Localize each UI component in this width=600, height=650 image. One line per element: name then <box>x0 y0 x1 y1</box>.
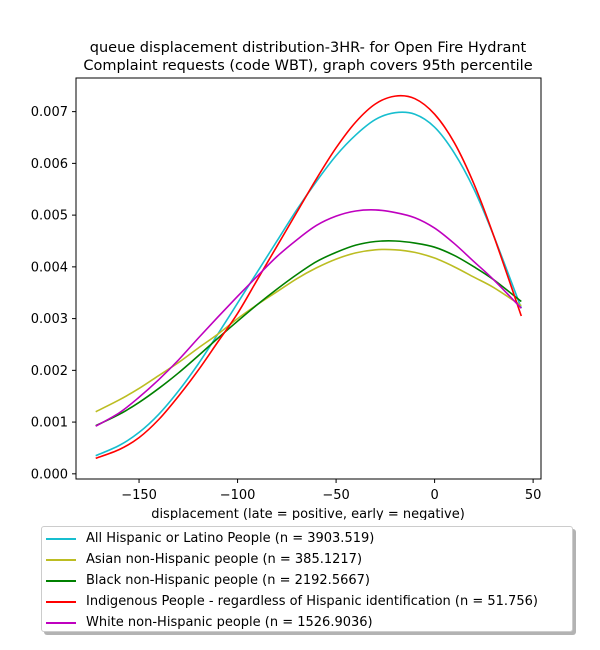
legend-swatch <box>46 537 76 540</box>
series-line-2 <box>95 240 522 427</box>
legend-label: Black non-Hispanic people (n = 2192.5667… <box>86 573 370 588</box>
legend-label: White non-Hispanic people (n = 1526.9036… <box>86 615 373 630</box>
legend-swatch <box>46 579 76 582</box>
legend-entry: White non-Hispanic people (n = 1526.9036… <box>42 612 373 633</box>
chart: queue displacement distribution-3HR- for… <box>31 40 542 520</box>
y-tick-label: 0.002 <box>31 364 68 379</box>
x-tick-label: 0 <box>430 488 438 503</box>
y-tick-label: 0.007 <box>31 105 68 120</box>
legend-swatch <box>46 600 76 603</box>
legend-entry: All Hispanic or Latino People (n = 3903.… <box>42 528 374 549</box>
legend-label: Indigenous People - regardless of Hispan… <box>86 594 538 609</box>
x-tick-label: −100 <box>220 488 256 503</box>
legend-swatch <box>46 558 76 561</box>
plot-area <box>76 78 541 479</box>
x-tick-label: −150 <box>121 488 157 503</box>
legend-entry: Asian non-Hispanic people (n = 385.1217) <box>42 549 362 570</box>
legend-swatch <box>46 621 76 624</box>
legend-entry: Black non-Hispanic people (n = 2192.5667… <box>42 570 370 591</box>
y-tick-label: 0.006 <box>31 157 68 172</box>
chart-title-line-2: Complaint requests (code WBT), graph cov… <box>83 58 532 74</box>
chart-title-line-1: queue displacement distribution-3HR- for… <box>90 40 527 56</box>
series-line-4 <box>95 209 522 427</box>
x-axis-label: displacement (late = positive, early = n… <box>151 507 465 520</box>
series-line-3 <box>95 94 523 460</box>
x-tick-label: 50 <box>525 488 542 503</box>
legend: All Hispanic or Latino People (n = 3903.… <box>41 526 573 632</box>
legend-label: All Hispanic or Latino People (n = 3903.… <box>86 531 375 546</box>
legend-entry: Indigenous People - regardless of Hispan… <box>42 591 538 612</box>
y-tick-label: 0.004 <box>31 260 68 275</box>
y-tick-label: 0.000 <box>31 467 68 482</box>
legend-label: Asian non-Hispanic people (n = 385.1217) <box>86 552 363 567</box>
y-tick-label: 0.003 <box>31 312 68 327</box>
y-tick-label: 0.001 <box>31 416 68 431</box>
y-tick-label: 0.005 <box>31 209 68 224</box>
plot-frame <box>75 77 542 480</box>
x-tick-label: −50 <box>322 488 349 503</box>
